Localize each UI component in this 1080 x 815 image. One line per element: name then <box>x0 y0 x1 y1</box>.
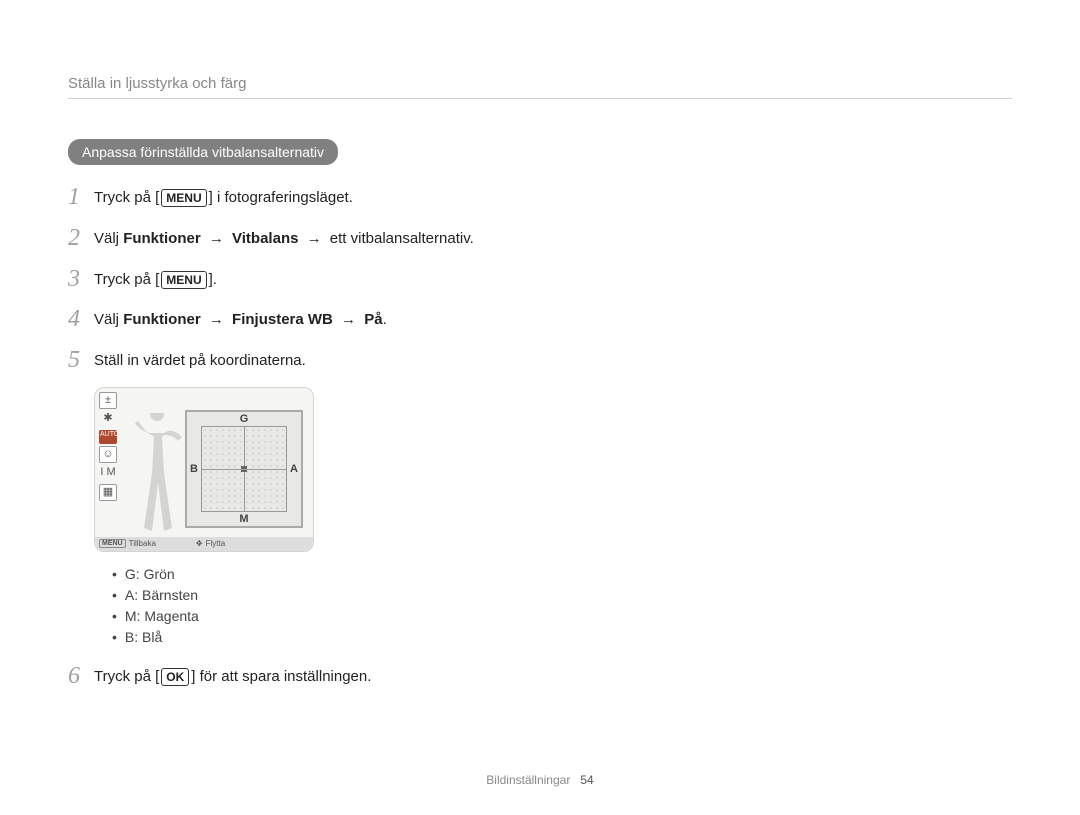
arrow-icon: → <box>209 311 224 328</box>
wb-preset-icon: ✱ <box>99 411 117 428</box>
color-legend: G: Grön A: Bärnsten M: Magenta B: Blå <box>112 564 1012 648</box>
wb-center-cursor <box>241 466 247 472</box>
steps-list: 1 Tryck på [MENU] i fotograferingsläget.… <box>68 183 1012 375</box>
back-label: Tillbaka <box>129 539 156 548</box>
camera-left-icon-column: ± ✱ AUTO ☺ I M ▦ <box>99 392 121 503</box>
text-fragment: Tryck på [ <box>94 271 159 288</box>
iso-auto-icon: AUTO <box>99 430 117 444</box>
footer-page-number: 54 <box>580 773 593 787</box>
arrow-icon: → <box>209 230 224 247</box>
camera-bottom-bar: MENU Tillbaka ✥ Flytta <box>95 537 313 551</box>
step-3: 3 Tryck på [MENU]. <box>68 265 1012 294</box>
page-header: Ställa in ljusstyrka och färg <box>68 75 1012 99</box>
legend-magenta: M: Magenta <box>112 606 1012 627</box>
nav-pad-icon: ✥ <box>196 539 203 548</box>
bold-fragment: Vitbalans <box>232 230 298 247</box>
grid-label-blue: B <box>190 463 198 475</box>
step-text: Tryck på [MENU] i fotograferingsläget. <box>94 183 353 208</box>
text-fragment: ]. <box>209 271 217 288</box>
menu-button-label: MENU <box>161 271 206 289</box>
step-number: 4 <box>68 305 94 334</box>
text-fragment: Välj <box>94 230 123 247</box>
metering-icon: I M <box>99 465 117 482</box>
grid-label-magenta: M <box>239 513 248 525</box>
text-fragment: . <box>383 311 387 328</box>
step-text: Tryck på [OK] för att spara inställninge… <box>94 662 371 687</box>
step-number: 6 <box>68 662 94 691</box>
menu-button-label: MENU <box>161 189 206 207</box>
grid-label-amber: A <box>290 463 298 475</box>
text-fragment: Tryck på [ <box>94 668 159 685</box>
page-footer: Bildinställningar 54 <box>0 773 1080 787</box>
wb-grid-dots <box>201 426 287 512</box>
legend-amber: A: Bärnsten <box>112 585 1012 606</box>
arrow-icon: → <box>341 311 356 328</box>
grid-mode-icon: ▦ <box>99 484 117 501</box>
bold-fragment: Funktioner <box>123 311 201 328</box>
grid-label-green: G <box>240 413 249 425</box>
section-title-pill: Anpassa förinställda vitbalansalternativ <box>68 139 338 165</box>
move-label: Flytta <box>206 539 226 548</box>
arrow-icon: → <box>307 230 322 247</box>
step-text: Tryck på [MENU]. <box>94 265 217 290</box>
step-number: 2 <box>68 224 94 253</box>
legend-green: G: Grön <box>112 564 1012 585</box>
wb-adjustment-grid: G A M B <box>185 410 303 528</box>
menu-mini-button: MENU <box>99 539 126 548</box>
exposure-icon: ± <box>99 392 117 409</box>
step-6: 6 Tryck på [OK] för att spara inställnin… <box>68 662 1012 691</box>
step-5: 5 Ställ in värdet på koordinaterna. <box>68 346 1012 375</box>
step-1: 1 Tryck på [MENU] i fotograferingsläget. <box>68 183 1012 212</box>
step-text: Ställ in värdet på koordinaterna. <box>94 346 306 371</box>
footer-section: Bildinställningar <box>486 773 570 787</box>
step-4: 4 Välj Funktioner → Finjustera WB → På. <box>68 305 1012 334</box>
step-number: 1 <box>68 183 94 212</box>
ok-button-label: OK <box>161 668 189 686</box>
camera-screen-illustration: ± ✱ AUTO ☺ I M ▦ G A M B MENU Tillbaka ✥… <box>94 387 314 552</box>
child-silhouette <box>130 413 185 533</box>
step-2: 2 Välj Funktioner → Vitbalans → ett vitb… <box>68 224 1012 253</box>
text-fragment: ] i fotograferingsläget. <box>209 189 353 206</box>
step-number: 3 <box>68 265 94 294</box>
step-number: 5 <box>68 346 94 375</box>
face-detect-icon: ☺ <box>99 446 117 463</box>
text-fragment: ett vitbalansalternativ. <box>326 230 474 247</box>
bold-fragment: Finjustera WB <box>232 311 333 328</box>
steps-list-continued: 6 Tryck på [OK] för att spara inställnin… <box>68 662 1012 691</box>
text-fragment: Tryck på [ <box>94 189 159 206</box>
bold-fragment: På <box>364 311 382 328</box>
bold-fragment: Funktioner <box>123 230 201 247</box>
step-text: Välj Funktioner → Finjustera WB → På. <box>94 305 387 330</box>
legend-blue: B: Blå <box>112 627 1012 648</box>
text-fragment: ] för att spara inställningen. <box>191 668 371 685</box>
text-fragment: Välj <box>94 311 123 328</box>
step-text: Välj Funktioner → Vitbalans → ett vitbal… <box>94 224 474 249</box>
